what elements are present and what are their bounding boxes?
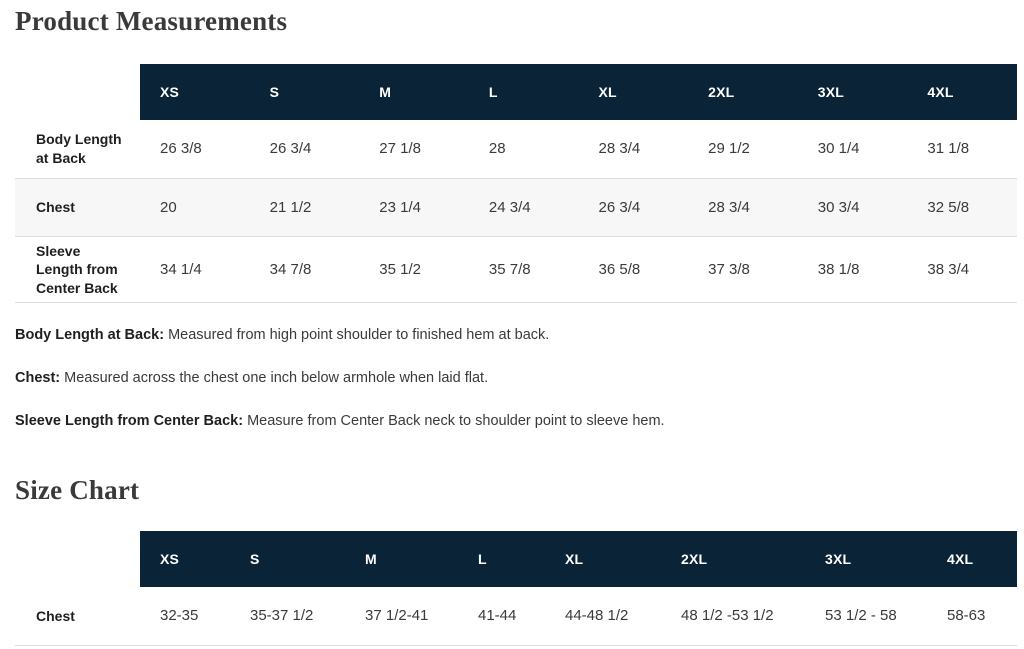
- measurement-definitions: Body Length at Back: Measured from high …: [15, 325, 1017, 432]
- table-row: Sleeve Length from Center Back 34 1/4 34 7…: [15, 236, 1017, 303]
- definition-term: Body Length at Back:: [15, 327, 165, 343]
- measurement-cell: 28 3/4: [598, 140, 641, 158]
- measurement-definition: Sleeve Length from Center Back: Measure …: [15, 411, 1017, 432]
- measurement-cell: 32-35: [160, 607, 199, 625]
- size-column-header: XL: [578, 64, 689, 120]
- measurement-cell: 24 3/4: [488, 198, 531, 216]
- size-chart-table: XS S M L XL 2XL 3XL 4XL Chest 32-35 35-37 1/2 37 1…: [15, 531, 1017, 646]
- measurement-cell: 26 3/4: [598, 198, 641, 216]
- size-column-header: 3XL: [805, 531, 927, 587]
- definition-text: Measured from high point shoulder to fin…: [164, 327, 550, 343]
- size-column-header: 4XL: [927, 531, 1017, 587]
- size-chart-title: Size Chart: [15, 475, 140, 505]
- measurement-cell: 28: [488, 140, 506, 158]
- table-row: Chest 32-35 35-37 1/2 37 1/2-41 41-44 44-48 1…: [15, 587, 1017, 645]
- size-column-header: 4XL: [907, 64, 1017, 120]
- size-column-header: M: [359, 64, 469, 120]
- measurement-cell: 32 5/8: [927, 198, 970, 216]
- size-column-header: XL: [545, 531, 661, 587]
- size-column-header: S: [230, 531, 345, 587]
- row-label: Body Length at Back: [36, 131, 122, 166]
- measurement-cell: 26 3/4: [269, 140, 312, 158]
- row-label: Sleeve Length from Center Back: [36, 242, 118, 296]
- size-column-header: L: [468, 64, 579, 120]
- size-column-header: XS: [140, 64, 250, 120]
- definition-term: Sleeve Length from Center Back:: [15, 413, 244, 429]
- measurement-cell: 28 3/4: [708, 198, 750, 216]
- measurement-cell: 27 1/8: [379, 140, 421, 158]
- measurement-cell: 30 3/4: [817, 198, 860, 216]
- table-row: Body Length at Back 26 3/8 26 3/4 27 1/8 28 2…: [15, 120, 1017, 178]
- measurement-cell: 31 1/8: [927, 140, 970, 158]
- measurement-cell: 41-44: [478, 607, 517, 625]
- size-column-header: XS: [140, 531, 230, 587]
- measurement-cell: 37 1/2-41: [365, 607, 429, 625]
- definition-term: Chest:: [15, 370, 61, 386]
- measurement-cell: 34 1/4: [160, 260, 202, 278]
- table-row: Chest 20 21 1/2 23 1/4 24 3/4 26 3/4 28 3/4 30 …: [15, 178, 1017, 236]
- measurement-cell: 38 1/8: [817, 260, 860, 278]
- measurements-header-row: XS S M L XL 2XL 3XL 4XL: [15, 64, 1017, 120]
- size-column-header: 2XL: [661, 531, 805, 587]
- definition-text: Measure from Center Back neck to shoulde…: [243, 413, 665, 429]
- definition-text: Measured across the chest one inch below…: [60, 370, 489, 386]
- measurement-cell: 29 1/2: [708, 140, 750, 158]
- measurement-cell: 21 1/2: [269, 198, 312, 216]
- measurement-cell: 58-63: [947, 607, 986, 625]
- product-measurements-table: XS S M L XL 2XL 3XL 4XL Body Length at Back 26 3…: [15, 64, 1017, 303]
- measurement-cell: 23 1/4: [379, 198, 421, 216]
- measurement-definition: Chest: Measured across the chest one inc…: [15, 368, 1017, 389]
- size-chart-header-row: XS S M L XL 2XL 3XL 4XL: [15, 531, 1017, 587]
- label-column-header: [15, 531, 140, 587]
- measurement-cell: 36 5/8: [598, 260, 641, 278]
- measurement-cell: 38 3/4: [927, 260, 970, 278]
- label-column-header: [15, 64, 140, 120]
- measurement-cell: 48 1/2 -53 1/2: [681, 607, 774, 625]
- size-column-header: 2XL: [688, 64, 798, 120]
- measurement-cell: 35-37 1/2: [250, 607, 314, 625]
- measurement-cell: 26 3/8: [160, 140, 202, 158]
- measurement-cell: 35 7/8: [488, 260, 531, 278]
- size-column-header: L: [458, 531, 545, 587]
- measurement-cell: 44-48 1/2: [565, 607, 629, 625]
- measurement-cell: 37 3/8: [708, 260, 750, 278]
- measurement-cell: 30 1/4: [817, 140, 860, 158]
- row-label: Chest: [36, 198, 75, 215]
- measurement-definition: Body Length at Back: Measured from high …: [15, 325, 1017, 346]
- measurement-cell: 20: [160, 198, 177, 216]
- row-label: Chest: [36, 607, 75, 624]
- size-column-header: S: [249, 64, 360, 120]
- size-column-header: M: [345, 531, 458, 587]
- product-measurements-title: Product Measurements: [15, 6, 288, 36]
- measurement-cell: 53 1/2 - 58: [825, 607, 897, 625]
- size-column-header: 3XL: [797, 64, 908, 120]
- measurement-cell: 34 7/8: [269, 260, 312, 278]
- measurement-cell: 35 1/2: [379, 260, 421, 278]
